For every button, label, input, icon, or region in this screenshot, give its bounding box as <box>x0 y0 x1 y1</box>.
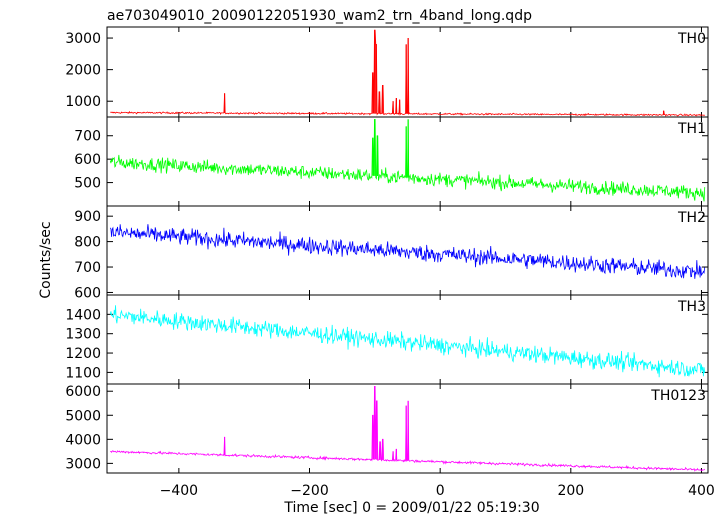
y-tick-label: 3000 <box>65 31 101 47</box>
panel-th1: 500 600 700 TH1 <box>74 116 709 207</box>
y-tick-label: 1300 <box>65 327 101 343</box>
series-line-th0123 <box>110 386 706 472</box>
panel-th0123: 3000 4000 5000 6000 TH0123 <box>65 383 709 474</box>
y-tick-label: 1400 <box>65 307 101 323</box>
y-tick-label: 700 <box>74 129 101 145</box>
y-tick-label: 1200 <box>65 346 101 362</box>
y-tick-label: 800 <box>74 235 101 251</box>
panel-label-th1: TH1 <box>677 121 706 137</box>
panel-frame <box>106 383 709 474</box>
x-axis: −400 −200 0 200 400 <box>160 483 715 499</box>
panels: 1000 2000 3000 TH0 500 600 700 TH1 600 700 800 900 T… <box>65 26 709 474</box>
panel-th0: 1000 2000 3000 TH0 <box>65 26 709 118</box>
panel-frame <box>106 294 709 385</box>
panel-label-th0: TH0 <box>677 31 706 47</box>
panel-frame <box>106 205 709 296</box>
x-tick-label: −200 <box>290 483 328 499</box>
panel-th2: 600 700 800 900 TH2 <box>74 205 709 301</box>
series-line-th0 <box>110 29 705 117</box>
y-tick-label: 600 <box>74 152 101 168</box>
series-line-th3 <box>109 305 706 378</box>
y-tick-label: 700 <box>74 260 101 276</box>
panel-label-th0123: TH0123 <box>650 388 706 404</box>
y-tick-label: 3000 <box>65 456 101 472</box>
y-tick-label: 1100 <box>65 365 101 381</box>
series-line-th2 <box>109 224 706 279</box>
y-tick-label: 900 <box>74 209 101 225</box>
x-axis-label: Time [sec] 0 = 2009/01/22 05:19:30 <box>283 500 539 516</box>
y-tick-label: 6000 <box>65 384 101 400</box>
y-tick-label: 500 <box>74 176 101 192</box>
y-tick-label: 600 <box>74 285 101 301</box>
panel-label-th2: TH2 <box>677 210 706 226</box>
x-tick-label: −400 <box>160 483 198 499</box>
chart-title: ae703049010_20090122051930_wam2_trn_4ban… <box>107 8 532 24</box>
y-axis-label: Counts/sec <box>38 221 54 298</box>
x-tick-label: 0 <box>436 483 445 499</box>
y-tick-label: 4000 <box>65 432 101 448</box>
x-tick-label: 400 <box>688 483 715 499</box>
series-line-th1 <box>109 118 706 202</box>
x-tick-label: 200 <box>557 483 584 499</box>
y-tick-label: 5000 <box>65 408 101 424</box>
panel-th3: 1100 1200 1300 1400 TH3 <box>65 294 709 385</box>
panel-label-th3: TH3 <box>677 299 706 315</box>
y-tick-label: 1000 <box>65 94 101 110</box>
y-tick-label: 2000 <box>65 63 101 79</box>
